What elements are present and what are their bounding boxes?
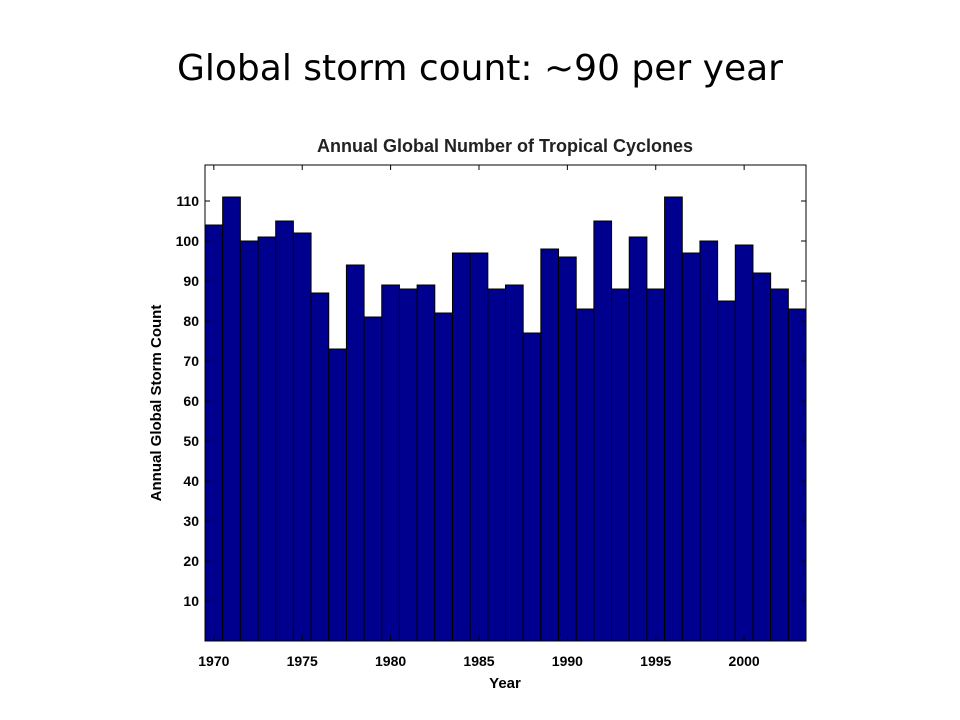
chart-title: Annual Global Number of Tropical Cyclone… [317, 136, 693, 156]
x-tick-label: 1990 [552, 653, 583, 669]
y-tick-label: 60 [183, 393, 199, 409]
bar [363, 316, 383, 642]
bar [664, 196, 683, 642]
bar [328, 348, 347, 642]
bar [310, 292, 330, 642]
y-tick-label: 90 [183, 273, 199, 289]
bar [646, 288, 666, 642]
x-tick-label: 1970 [198, 653, 229, 669]
x-tick-label: 1985 [463, 653, 494, 669]
y-tick-label: 110 [176, 193, 199, 209]
x-axis: 1970 1975 1980 1985 1990 1995 2000 [198, 165, 760, 669]
x-tick-label: 1995 [640, 653, 671, 669]
x-tick-label: 1975 [287, 653, 318, 669]
bar [540, 248, 560, 642]
bar [628, 236, 648, 642]
bar [734, 244, 754, 642]
bar [752, 272, 772, 642]
bar [487, 288, 506, 642]
y-tick-label: 100 [176, 233, 200, 249]
y-tick-label: 50 [183, 433, 199, 449]
x-axis-label: Year [489, 675, 521, 692]
bar [522, 332, 542, 642]
bar [292, 232, 312, 642]
bar [558, 256, 577, 642]
bar [275, 220, 294, 642]
bar [505, 284, 524, 642]
x-tick-label: 2000 [729, 653, 760, 669]
bar [345, 264, 365, 642]
bar [611, 288, 630, 642]
bar [469, 252, 489, 642]
bar [257, 236, 277, 642]
bar [699, 240, 719, 642]
y-tick-label: 30 [183, 513, 199, 529]
y-axis: 10 20 30 40 50 60 70 80 90 100 110 [176, 193, 806, 609]
y-tick-label: 20 [183, 553, 199, 569]
bar [239, 240, 259, 642]
slide-title: Global storm count: ~90 per year [177, 48, 783, 89]
plot-frame [204, 164, 807, 642]
y-tick-label: 80 [183, 313, 199, 329]
bar [717, 300, 736, 642]
bar [593, 220, 613, 642]
bar [398, 288, 418, 642]
bar [575, 308, 595, 642]
bar [770, 288, 789, 642]
y-axis-label: Annual Global Storm Count [148, 305, 165, 502]
bar [451, 252, 471, 642]
bar [222, 196, 241, 642]
x-tick-label: 1980 [375, 653, 406, 669]
bar [416, 284, 436, 642]
y-tick-label: 10 [183, 593, 199, 609]
bar [434, 312, 453, 642]
bar-group [204, 196, 807, 642]
bar [787, 308, 807, 642]
y-tick-label: 70 [183, 353, 199, 369]
bar [381, 284, 400, 642]
y-tick-label: 40 [183, 473, 199, 489]
bar [681, 252, 701, 642]
bar [204, 224, 224, 642]
